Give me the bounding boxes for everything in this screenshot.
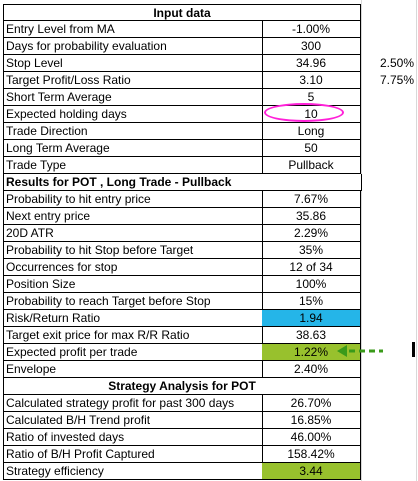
result-row: Probability to reach Target before Stop … [0,293,418,310]
label-cell[interactable]: Position Size [3,276,263,293]
gridline [361,0,362,481]
extra-cell[interactable] [361,89,416,106]
arrow-left-icon [337,345,383,357]
value-cell[interactable]: 12 of 34 [262,259,361,276]
label-cell[interactable]: Envelope [3,361,263,378]
result-row: Target exit price for max R/R Ratio 38.6… [0,327,418,344]
header-strategy-row: Strategy Analysis for POT [0,378,418,395]
label-cell[interactable]: Days for probability evaluation [3,38,263,55]
strategy-row: Calculated strategy profit for past 300 … [0,395,418,412]
label-cell[interactable]: Occurrences for stop [3,259,263,276]
value-cell[interactable]: 38.63 [262,327,361,344]
value-cell[interactable]: 2.40% [262,361,361,378]
label-cell[interactable]: Target exit price for max R/R Ratio [3,327,263,344]
section-title-input[interactable]: Input data [3,4,361,21]
extra-cell[interactable] [361,38,416,55]
strategy-row: Ratio of invested days 46.00% [0,429,418,446]
label-cell[interactable]: Next entry price [3,208,263,225]
strategy-row: Calculated B/H Trend profit 16.85% [0,412,418,429]
value-cell[interactable]: 26.70% [262,395,361,412]
gridline [416,0,417,481]
result-row: Envelope 2.40% [0,361,418,378]
input-row-entry-level: Entry Level from MA -1.00% [0,21,418,38]
input-row-holding-days: Expected holding days 10 [0,106,418,123]
label-cell[interactable]: 20D ATR [3,225,263,242]
result-row: 20D ATR 2.29% [0,225,418,242]
extra-cell[interactable]: 7.75% [379,73,414,87]
extra-cell[interactable] [361,140,416,157]
extra-cell[interactable] [361,21,416,38]
result-row-risk-return: Risk/Return Ratio 1.94 [0,310,418,327]
value-cell[interactable]: 35% [262,242,361,259]
highlight-oval [264,103,344,122]
value-cell[interactable]: 35.86 [262,208,361,225]
label-cell[interactable]: Expected holding days [3,106,263,123]
result-row: Next entry price 35.86 [0,208,418,225]
result-row: Position Size 100% [0,276,418,293]
value-cell[interactable]: Pullback [262,157,361,174]
extra-cell[interactable] [361,157,416,174]
cell-cursor-marker [412,342,415,357]
value-cell[interactable]: 16.85% [262,412,361,429]
label-cell[interactable]: Strategy efficiency [3,463,263,480]
value-cell[interactable]: 100% [262,276,361,293]
input-row-stop-level: Stop Level 34.96 2.50% [0,55,418,72]
value-cell[interactable]: 7.67% [262,191,361,208]
strategy-row: Ratio of B/H Profit Captured 158.42% [0,446,418,463]
label-cell[interactable]: Short Term Average [3,89,263,106]
label-cell[interactable]: Ratio of B/H Profit Captured [3,446,263,463]
label-cell[interactable]: Long Term Average [3,140,263,157]
label-cell[interactable]: Ratio of invested days [3,429,263,446]
value-cell[interactable]: 300 [262,38,361,55]
input-row-days-probability: Days for probability evaluation 300 [0,38,418,55]
label-cell[interactable]: Calculated strategy profit for past 300 … [3,395,263,412]
label-cell[interactable]: Entry Level from MA [3,21,263,38]
extra-cell[interactable]: 2.50% [379,56,414,70]
value-cell[interactable]: 50 [262,140,361,157]
efficiency-value-cell[interactable]: 3.44 [262,463,361,480]
extra-cell[interactable] [361,106,416,123]
label-cell[interactable]: Trade Type [3,157,263,174]
value-cell[interactable]: 15% [262,293,361,310]
value-cell[interactable]: Long [262,123,361,140]
label-cell[interactable]: Expected profit per trade [3,344,263,361]
strategy-row-efficiency: Strategy efficiency 3.44 [0,463,418,480]
label-cell[interactable]: Calculated B/H Trend profit [3,412,263,429]
risk-return-value-cell[interactable]: 1.94 [262,310,361,327]
extra-cell[interactable] [361,123,416,140]
value-cell[interactable]: 46.00% [262,429,361,446]
value-cell[interactable]: 3.10 [262,72,361,89]
value-cell[interactable]: 34.96 [262,55,361,72]
input-row-long-average: Long Term Average 50 [0,140,418,157]
label-cell[interactable]: Probability to hit entry price [3,191,263,208]
label-cell[interactable]: Target Profit/Loss Ratio [3,72,263,89]
result-row: Probability to hit Stop before Target 35… [0,242,418,259]
value-cell[interactable]: 2.29% [262,225,361,242]
label-cell[interactable]: Risk/Return Ratio [3,310,263,327]
label-cell[interactable]: Probability to hit Stop before Target [3,242,263,259]
label-cell[interactable]: Stop Level [3,55,263,72]
input-row-trade-direction: Trade Direction Long [0,123,418,140]
value-cell[interactable]: 158.42% [262,446,361,463]
label-cell[interactable]: Trade Direction [3,123,263,140]
result-row: Probability to hit entry price 7.67% [0,191,418,208]
label-cell[interactable]: Probability to reach Target before Stop [3,293,263,310]
input-row-trade-type: Trade Type Pullback [0,157,418,174]
input-row-short-average: Short Term Average 5 [0,89,418,106]
section-title-strategy[interactable]: Strategy Analysis for POT [3,378,361,395]
result-row: Occurrences for stop 12 of 34 [0,259,418,276]
value-cell[interactable]: -1.00% [262,21,361,38]
section-title-results[interactable]: Results for POT , Long Trade - Pullback [3,174,362,191]
header-results-row: Results for POT , Long Trade - Pullback [0,174,418,191]
input-row-target-ratio: Target Profit/Loss Ratio 3.10 7.75% [0,72,418,89]
header-input-row: Input data [0,4,418,21]
